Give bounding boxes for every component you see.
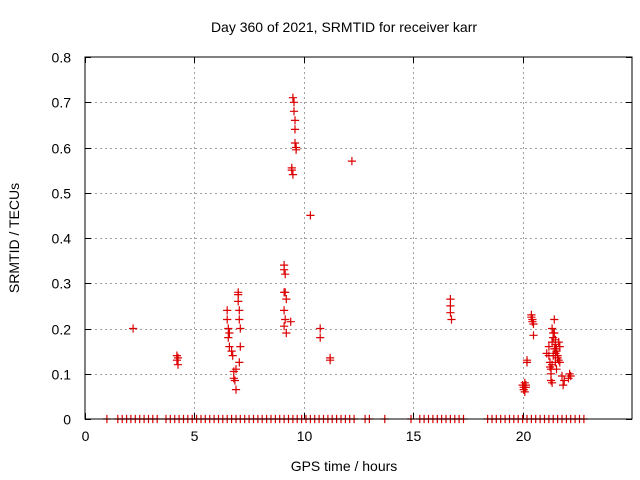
data-point-marker xyxy=(235,358,244,367)
data-point-marker xyxy=(287,163,296,172)
data-point-marker xyxy=(306,211,315,220)
grid-lines xyxy=(85,57,632,419)
data-point-marker xyxy=(529,319,538,329)
data-point-marker xyxy=(289,107,299,116)
data-point-marker xyxy=(129,324,138,333)
y-tick-label: 0.8 xyxy=(52,50,72,66)
y-axis-label: SRMTID / TECUs xyxy=(6,183,22,293)
y-tick-label: 0.5 xyxy=(52,186,72,202)
data-point-marker xyxy=(347,157,356,166)
data-point-marker xyxy=(447,315,456,324)
data-point-marker xyxy=(549,333,558,342)
x-tick-label: 10 xyxy=(297,428,313,444)
data-point-marker xyxy=(231,385,241,394)
data-point-marker xyxy=(551,349,560,358)
data-point-marker xyxy=(235,315,244,324)
data-point-marker xyxy=(290,138,300,148)
data-point-marker xyxy=(224,324,233,333)
x-tick-labels: 0 5 10 15 20 xyxy=(82,428,532,444)
data-point-marker xyxy=(551,358,560,367)
y-tick-label: 0.4 xyxy=(52,231,72,247)
data-point-marker xyxy=(288,93,297,102)
data-point-marker xyxy=(560,376,569,385)
y-tick-labels: 0 0.1 0.2 0.3 0.4 0.5 0.6 0.7 0.8 xyxy=(52,50,72,428)
data-point-marker xyxy=(227,347,236,356)
data-point-marker xyxy=(223,306,232,315)
data-point-marker xyxy=(282,295,291,304)
data-point-marker xyxy=(223,315,232,324)
chart-title: Day 360 of 2021, SRMTID for receiver kar… xyxy=(211,19,477,35)
y-tick-label: 0.1 xyxy=(52,367,72,383)
data-point-marker xyxy=(280,265,289,274)
data-point-marker xyxy=(520,387,529,396)
data-point-marker xyxy=(290,125,300,134)
data-point-marker xyxy=(292,145,301,154)
y-tick-label: 0.2 xyxy=(52,322,72,338)
y-tick-label: 0 xyxy=(63,412,71,428)
x-axis-label: GPS time / hours xyxy=(291,458,398,474)
data-point-marker xyxy=(236,324,245,333)
data-point-marker xyxy=(234,290,243,299)
data-point-marker xyxy=(173,360,183,369)
data-point-marker xyxy=(228,351,237,360)
y-tick-label: 0.6 xyxy=(52,141,72,157)
data-point-marker xyxy=(280,322,289,331)
data-point-marker xyxy=(230,376,239,385)
data-point-marker xyxy=(235,306,244,315)
data-point-marker xyxy=(234,297,243,306)
y-tick-label: 0.3 xyxy=(52,276,72,292)
data-point-marker xyxy=(554,338,563,347)
data-point-marker xyxy=(288,170,297,179)
x-tick-label: 5 xyxy=(191,428,199,444)
data-point-marker xyxy=(289,98,299,107)
data-point-marker xyxy=(231,365,241,374)
axis-ticks xyxy=(85,57,632,420)
data-point-marker xyxy=(280,288,289,297)
plot-frame xyxy=(84,56,633,420)
data-point-marker xyxy=(281,270,290,279)
data-point-marker xyxy=(446,301,455,310)
data-point-marker xyxy=(529,331,538,340)
data-point-marker xyxy=(286,317,295,326)
data-point-marker xyxy=(544,342,553,351)
data-point-marker xyxy=(550,344,559,353)
data-point-marker xyxy=(225,328,234,338)
data-point-marker xyxy=(446,295,455,304)
data-point-marker xyxy=(326,356,335,365)
data-point-marker xyxy=(546,369,556,378)
data-point-marker xyxy=(566,371,575,381)
data-point-marker xyxy=(282,328,291,338)
data-point-marker xyxy=(290,116,300,125)
data-point-marker xyxy=(280,306,289,315)
data-point-marker xyxy=(559,381,568,390)
data-point-marker xyxy=(521,383,530,392)
data-point-marker xyxy=(316,324,325,333)
data-point-marker xyxy=(173,353,183,362)
data-point-marker xyxy=(548,338,557,347)
x-tick-label: 0 xyxy=(82,428,90,444)
data-points xyxy=(102,93,588,424)
data-point-marker xyxy=(548,378,557,387)
data-point-marker xyxy=(316,333,325,342)
x-tick-label: 15 xyxy=(406,428,422,444)
data-point-marker xyxy=(446,308,455,317)
data-point-marker xyxy=(550,328,559,338)
data-point-marker xyxy=(281,315,290,324)
data-point-marker xyxy=(557,371,567,381)
data-point-marker xyxy=(548,324,557,333)
data-point-marker xyxy=(522,356,532,365)
data-point-marker xyxy=(552,365,561,374)
data-point-marker xyxy=(555,342,564,351)
data-point-marker xyxy=(236,342,245,351)
data-point-marker xyxy=(550,315,559,324)
y-tick-label: 0.7 xyxy=(52,95,72,111)
x-tick-label: 20 xyxy=(516,428,532,444)
data-point-marker xyxy=(224,333,233,342)
data-point-marker xyxy=(225,342,234,351)
